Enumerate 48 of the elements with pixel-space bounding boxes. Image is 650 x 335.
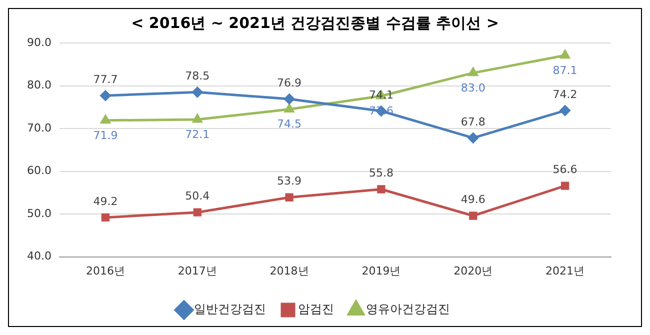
data-label: 72.1 xyxy=(185,128,210,141)
y-tick-label: 40.0 xyxy=(26,250,52,263)
data-label: 74.5 xyxy=(277,118,302,131)
x-tick-label: 2019년 xyxy=(362,264,401,278)
point xyxy=(192,114,202,123)
point xyxy=(560,182,570,190)
data-label: 76.9 xyxy=(277,76,302,90)
data-label: 67.8 xyxy=(460,115,486,128)
data-label: 55.8 xyxy=(368,166,394,180)
point xyxy=(100,90,111,101)
y-tick-label: 50.0 xyxy=(26,206,52,220)
x-tick-label: 2017년 xyxy=(178,264,217,278)
data-label: 71.9 xyxy=(93,128,118,142)
legend-label: 암검진 xyxy=(298,302,334,316)
data-label: 50.4 xyxy=(185,190,210,203)
data-label: 49.6 xyxy=(460,193,486,206)
point xyxy=(193,208,202,216)
point xyxy=(284,94,295,104)
point xyxy=(468,68,478,76)
y-tick-label: 70.0 xyxy=(26,121,52,134)
legend-label: 영유아건강검진 xyxy=(366,302,450,316)
y-tick-label: 90.0 xyxy=(26,36,52,49)
point xyxy=(560,50,570,59)
data-label: 83.0 xyxy=(460,81,486,94)
legend-label: 일반건강검진 xyxy=(194,302,266,316)
data-label: 56.6 xyxy=(552,163,578,176)
data-label: 87.1 xyxy=(552,64,578,77)
point xyxy=(100,115,110,124)
x-tick-label: 2020년 xyxy=(454,264,493,278)
x-tick-label: 2018년 xyxy=(270,264,309,278)
data-label: 53.9 xyxy=(277,174,302,188)
chart-title: < 2016년 ~ 2021년 건강검진종별 수검률 추이선 > xyxy=(131,14,499,32)
point xyxy=(468,132,478,144)
y-tick-label: 80.0 xyxy=(26,78,52,92)
point xyxy=(284,104,294,113)
point xyxy=(101,213,110,222)
point xyxy=(560,105,570,116)
data-label: 78.5 xyxy=(185,70,210,83)
point xyxy=(192,86,203,98)
x-tick-label: 2016년 xyxy=(86,264,125,278)
point xyxy=(469,212,478,220)
y-tick-label: 60.0 xyxy=(26,164,52,178)
point xyxy=(377,185,386,194)
point xyxy=(285,193,294,202)
x-tick-label: 2021년 xyxy=(546,264,585,278)
data-label: 49.2 xyxy=(93,194,118,208)
data-label: 74.2 xyxy=(552,88,578,101)
data-label: 77.7 xyxy=(93,72,118,86)
